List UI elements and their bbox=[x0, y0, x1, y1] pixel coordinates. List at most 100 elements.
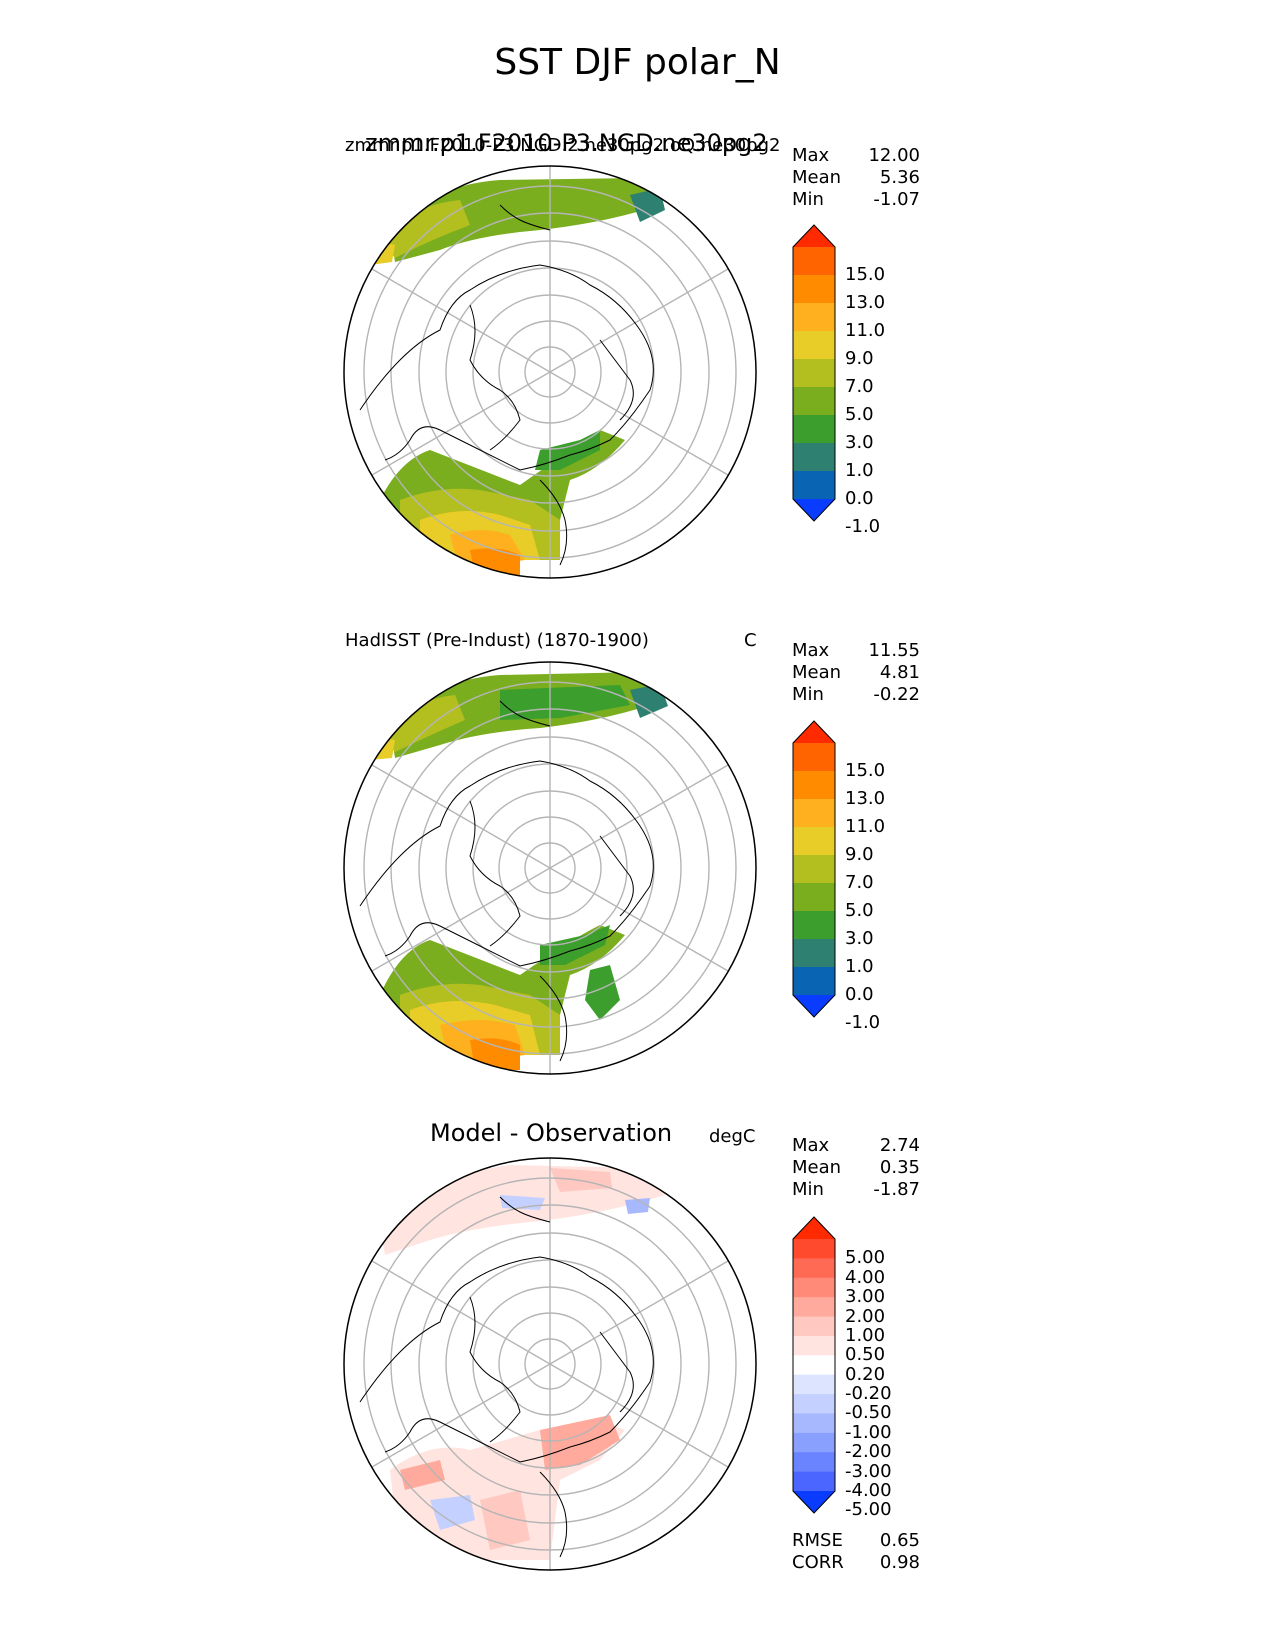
figure-title: SST DJF polar_N bbox=[494, 42, 781, 83]
p3-stat-label-rmse: RMSE bbox=[792, 1530, 843, 1551]
p1-stat-value-min: -1.07 bbox=[873, 189, 920, 210]
cb2-segment bbox=[793, 939, 835, 968]
p3-stat-label-corr: CORR bbox=[792, 1552, 844, 1573]
cb3-tick-label: 0.20 bbox=[845, 1363, 886, 1385]
cb3-segment bbox=[793, 1335, 835, 1356]
cb3-tick-label: 5.00 bbox=[845, 1247, 886, 1269]
cb2-segment bbox=[793, 883, 835, 912]
p2-pacific-yellowgreen bbox=[380, 695, 465, 752]
cb3-segment bbox=[793, 1471, 835, 1492]
p1-pacific-sst bbox=[390, 178, 660, 262]
cb1-segment bbox=[793, 415, 835, 444]
cb3-tick-label: -0.50 bbox=[845, 1402, 892, 1424]
panel1-title-overlay: zmmr.p1.F2010-P3.NGD.ne30pg2 bbox=[365, 129, 768, 157]
p3-pacific-pinkish bbox=[380, 1165, 665, 1255]
cb1-tick-label: 3.0 bbox=[845, 432, 874, 453]
cb3-segment bbox=[793, 1432, 835, 1453]
cb3-extend-max bbox=[793, 1217, 835, 1239]
map-panel-difference bbox=[343, 1157, 757, 1571]
p3-stat-value-corr: 0.98 bbox=[879, 1552, 920, 1573]
p2-pacific-yellow bbox=[365, 738, 395, 760]
p3-atlantic-pink2 bbox=[540, 1415, 620, 1470]
cb2-segment bbox=[793, 855, 835, 884]
p3-stat-value-max: 2.74 bbox=[879, 1135, 920, 1156]
p3-map-border bbox=[343, 1157, 757, 1571]
cb1-segment bbox=[793, 471, 835, 500]
p2-pacific-dkgreen bbox=[500, 685, 630, 720]
p3-atlantic-blue bbox=[430, 1495, 475, 1530]
cb2-segment bbox=[793, 771, 835, 800]
cb3-tick-label: -3.00 bbox=[845, 1460, 892, 1482]
cb1-tick-label: 1.0 bbox=[845, 460, 874, 481]
p3-coastlines bbox=[359, 1196, 654, 1558]
colorbar-observation bbox=[792, 720, 836, 1018]
p2-stat-label-max: Max bbox=[792, 640, 830, 661]
cb1-segment bbox=[793, 359, 835, 388]
cb3-tick-label: 0.50 bbox=[845, 1344, 886, 1366]
cb3-tick-label: -4.00 bbox=[845, 1480, 892, 1501]
cb2-tick-label: 0.0 bbox=[845, 984, 874, 1005]
cb3-segment bbox=[793, 1297, 835, 1318]
cb1-segment bbox=[793, 303, 835, 332]
cb1-tick-label: 11.0 bbox=[845, 320, 886, 341]
p1-meridians bbox=[371, 166, 729, 578]
cb3-segment bbox=[793, 1374, 835, 1395]
cb3-segment bbox=[793, 1394, 835, 1414]
cb2-extend-min bbox=[793, 995, 835, 1017]
cb1-tick-label: 5.0 bbox=[845, 404, 874, 425]
cb3-extend-min bbox=[793, 1491, 835, 1513]
cb3-segment bbox=[793, 1452, 835, 1473]
panel2-units: C bbox=[744, 630, 757, 651]
cb3-segment bbox=[793, 1258, 835, 1279]
p3-meridians bbox=[371, 1158, 729, 1570]
p3-stat-value-mean: 0.35 bbox=[879, 1157, 920, 1178]
colorbar-difference bbox=[792, 1216, 836, 1514]
cb2-tick-label: 1.0 bbox=[845, 956, 874, 977]
cb1-tick-label: 15.0 bbox=[845, 264, 886, 285]
cb2-tick-label: 7.0 bbox=[845, 872, 874, 893]
p2-atlantic-dkgreen bbox=[540, 925, 610, 965]
p1-pacific-cold bbox=[630, 188, 665, 222]
p2-stat-value-max: 11.55 bbox=[868, 640, 920, 661]
p1-stat-value-mean: 5.36 bbox=[879, 167, 920, 188]
p3-atlantic-pink4 bbox=[480, 1490, 530, 1550]
cb1-segment bbox=[793, 387, 835, 416]
map-panel-observation bbox=[343, 661, 757, 1075]
cb3-segment bbox=[793, 1316, 835, 1337]
cb3-segment bbox=[793, 1277, 835, 1298]
cb2-outline bbox=[792, 720, 836, 1018]
panel3-title: Model - Observation bbox=[430, 1119, 673, 1147]
cb1-segment bbox=[793, 443, 835, 472]
cb3-tick-label: 1.00 bbox=[845, 1324, 886, 1346]
p2-map-border bbox=[343, 661, 757, 1075]
cb2-tick-label: 5.0 bbox=[845, 900, 874, 921]
p2-baltic bbox=[585, 965, 620, 1020]
p3-pacific-blue2 bbox=[625, 1198, 650, 1214]
cb1-extend-max bbox=[793, 225, 835, 247]
cb2-tick-label: 3.0 bbox=[845, 928, 874, 949]
panel3-units: degC bbox=[709, 1126, 756, 1147]
p1-atlantic-cold bbox=[535, 430, 600, 470]
p3-stat-value-rmse: 0.65 bbox=[879, 1530, 920, 1551]
p1-coastlines bbox=[359, 204, 654, 566]
cb1-tick-label: 7.0 bbox=[845, 376, 874, 397]
cb3-tick-label: -0.20 bbox=[845, 1383, 892, 1405]
cb3-segment bbox=[793, 1355, 835, 1376]
p1-stat-label-max: Max bbox=[792, 145, 830, 166]
p2-stat-value-min: -0.22 bbox=[873, 684, 920, 705]
p3-stat-label-max: Max bbox=[792, 1135, 830, 1156]
p1-stat-label-min: Min bbox=[792, 189, 824, 210]
p2-pacific-cold bbox=[630, 684, 668, 718]
p2-stat-label-mean: Mean bbox=[792, 662, 842, 683]
cb1-segment bbox=[793, 247, 835, 276]
panel1-title: zmmr.p1.F2010-P3.NGD.2.ne30pg2.oQ.ne30pg… bbox=[345, 135, 781, 156]
p3-stat-label-mean: Mean bbox=[792, 1157, 842, 1178]
cb1-tick-label: 13.0 bbox=[845, 292, 886, 313]
p2-coastlines bbox=[359, 700, 654, 1062]
cb3-outline bbox=[792, 1216, 836, 1514]
map-panel-model bbox=[343, 165, 757, 579]
panel2-title: HadISST (Pre-Indust) (1870-1900) bbox=[345, 630, 649, 651]
p3-stat-label-min: Min bbox=[792, 1179, 824, 1200]
cb2-segment bbox=[793, 967, 835, 996]
